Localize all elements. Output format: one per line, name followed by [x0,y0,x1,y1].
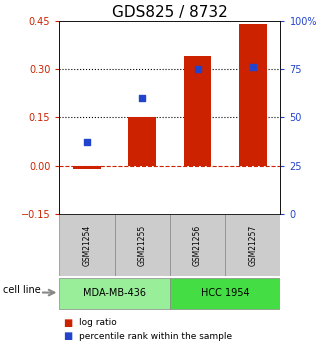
Text: ■: ■ [63,332,72,341]
Point [84,140,90,145]
Text: GSM21254: GSM21254 [82,224,91,266]
Text: GSM21257: GSM21257 [248,224,257,266]
Bar [128,117,156,166]
Bar [170,278,280,309]
Point [250,64,255,70]
Text: MDA-MB-436: MDA-MB-436 [83,288,146,297]
Text: percentile rank within the sample: percentile rank within the sample [79,332,232,341]
Bar [59,278,170,309]
Text: GSM21255: GSM21255 [138,224,147,266]
Text: cell line: cell line [3,285,41,295]
Bar [115,214,170,276]
Title: GDS825 / 8732: GDS825 / 8732 [112,4,228,20]
Text: ■: ■ [63,318,72,327]
Bar [239,24,267,166]
Point [140,95,145,101]
Bar [170,214,225,276]
Text: GSM21256: GSM21256 [193,224,202,266]
Text: log ratio: log ratio [79,318,117,327]
Bar [59,214,115,276]
Bar [225,214,280,276]
Bar [73,166,101,169]
Point [195,66,200,72]
Bar [184,56,212,166]
Text: HCC 1954: HCC 1954 [201,288,249,297]
